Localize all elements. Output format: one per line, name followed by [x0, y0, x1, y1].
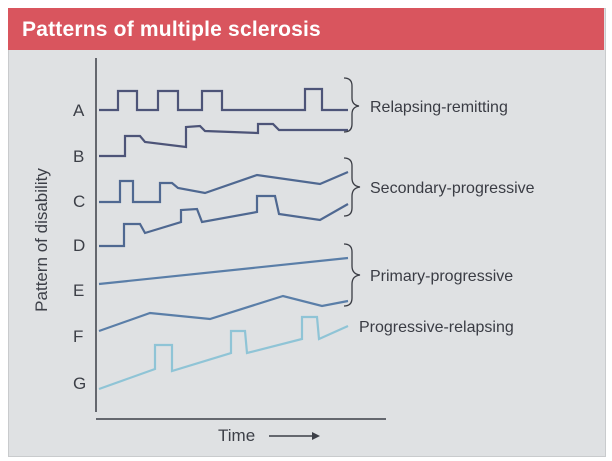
row-label-g: G	[73, 374, 86, 393]
trace-f	[98, 294, 349, 333]
trace-a	[99, 87, 348, 112]
brace-secondary-progressive	[343, 157, 361, 217]
row-label-d: D	[73, 236, 85, 255]
group-label-primary-progressive: Primary-progressive	[370, 268, 513, 285]
trace-c	[99, 170, 349, 204]
brace-primary-progressive	[343, 243, 361, 307]
row-label-f: F	[73, 327, 83, 346]
y-axis-label: Pattern of disability	[32, 168, 51, 312]
brace-relapsing-remitting	[343, 77, 360, 133]
figure-title: Patterns of multiple sclerosis	[22, 18, 321, 41]
group-label-secondary-progressive: Secondary-progressive	[370, 180, 535, 197]
time-arrow-icon	[269, 432, 320, 440]
row-label-b: B	[73, 147, 84, 166]
group-label-relapsing-remitting: Relapsing-remitting	[370, 99, 508, 116]
trace-d	[99, 194, 349, 248]
x-axis-label: Time	[218, 426, 255, 445]
title-banner: Patterns of multiple sclerosis	[8, 8, 604, 50]
trace-b	[99, 122, 348, 158]
row-label-a: A	[73, 101, 85, 120]
row-label-c: C	[73, 192, 85, 211]
group-label-progressive-relapsing: Progressive-relapsing	[359, 319, 514, 336]
trace-g	[98, 315, 349, 391]
figure-panel	[8, 8, 606, 457]
trace-e	[98, 256, 349, 286]
row-label-e: E	[73, 281, 84, 300]
